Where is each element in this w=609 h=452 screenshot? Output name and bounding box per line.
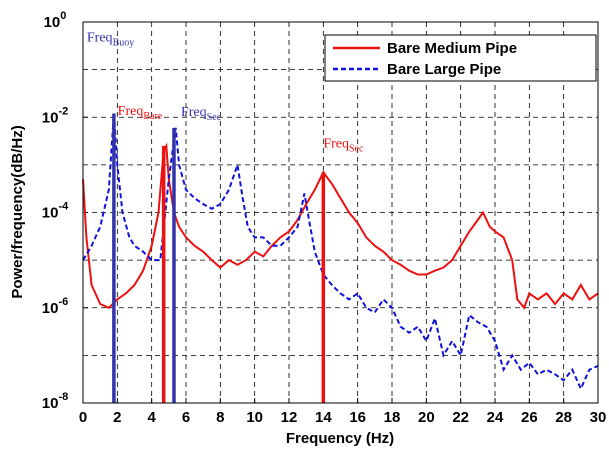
annotation-sub: Bare [143,111,162,122]
y-tick-exponent: 0 [60,10,66,22]
legend-label: Bare Medium Pipe [387,40,517,57]
annotation: FreqBuoy [87,30,134,48]
x-tick-label: 16 [349,409,366,426]
series-line [82,113,599,392]
y-tick-label: 10-4 [42,201,69,222]
annotation-sub: Sec [349,143,364,154]
y-tick-base: 10 [42,300,59,317]
x-tick-label: 2 [113,409,121,426]
x-tick-label: 6 [182,409,190,426]
annotation-text: Freq [118,104,144,119]
y-tick-base: 10 [42,395,59,412]
y-tick-label: 100 [44,10,67,31]
y-tick-label: 10-2 [42,105,68,126]
annotation-text: Freq [87,30,113,45]
x-tick-label: 30 [590,409,607,426]
x-tick-label: 24 [487,409,504,426]
y-tick-label: 10-6 [42,296,68,317]
x-tick-label: 20 [418,409,435,426]
x-tick-label: 14 [315,409,332,426]
x-tick-label: 8 [216,409,224,426]
legend-box [324,34,597,82]
y-tick-base: 10 [44,14,61,31]
x-tick-label: 0 [79,409,87,426]
y-tick-exponent: -8 [58,391,68,403]
x-axis-label: Frequency (Hz) [286,430,394,447]
x-tick-label: 4 [147,409,156,426]
y-tick-exponent: -4 [58,201,69,213]
annotation-text: Freq [323,136,349,151]
x-tick-label: 12 [281,409,298,426]
annotation: FreqSec [323,136,364,154]
y-tick-exponent: -2 [58,105,68,117]
x-tick-label: 10 [246,409,263,426]
annotation: FreqBare [118,104,163,122]
x-tick-label: 28 [555,409,572,426]
annotation-sub: Sec [207,112,222,123]
x-tick-label: 22 [452,409,469,426]
legend-label: Bare Large Pipe [387,61,501,78]
annotation-sub: Buoy [113,37,135,48]
y-axis-label: Power/frequency(dB/Hz) [9,125,26,298]
y-tick-label: 10-8 [42,391,68,412]
annotation: FreqSec [181,105,222,123]
annotation-text: Freq [181,105,207,120]
y-tick-base: 10 [42,205,59,222]
y-tick-exponent: -6 [58,296,68,308]
x-tick-label: 26 [521,409,538,426]
plot-frame [82,21,599,404]
y-tick-base: 10 [42,109,59,126]
x-tick-label: 18 [384,409,401,426]
